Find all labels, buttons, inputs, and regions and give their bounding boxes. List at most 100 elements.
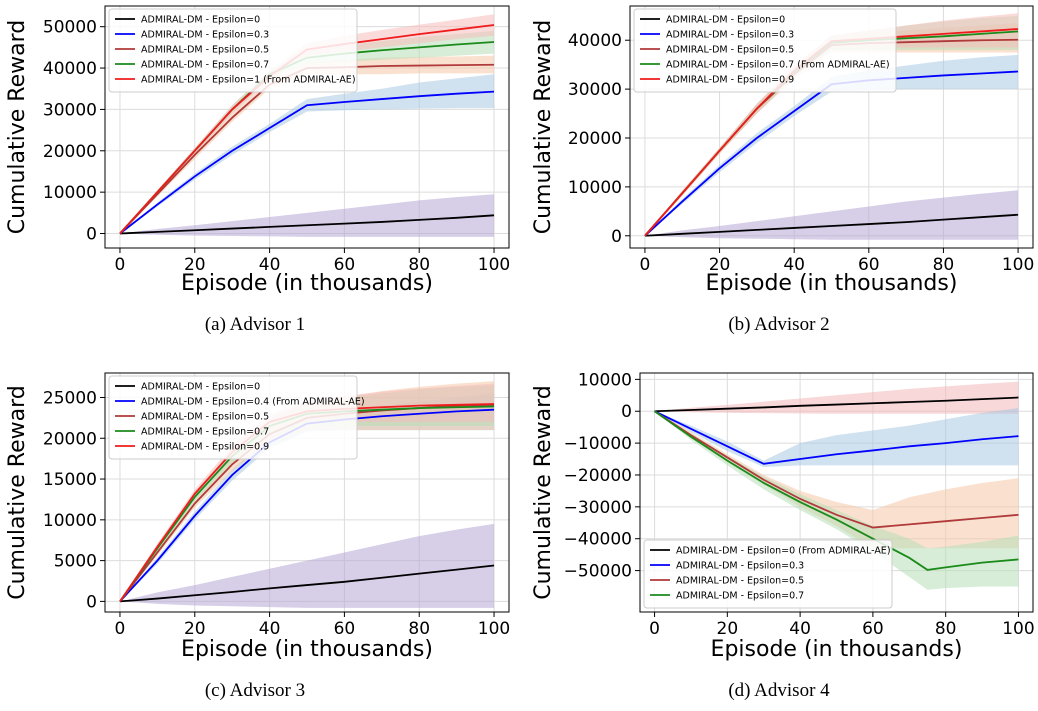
x-tick-label: 80	[933, 255, 955, 275]
chart-advisor-4: 0 20 40 60 80 100 10000 0 −10000 −20000 −30000 −400…	[531, 370, 1035, 662]
y-tick-label: 40000	[43, 59, 97, 79]
series-band	[119, 523, 495, 608]
y-tick-label: 10000	[43, 183, 97, 203]
chart-panel-d: 0 20 40 60 80 100 10000 0 −10000 −20000 −30000 −400…	[519, 364, 1038, 673]
legend-label: ADMIRAL-DM - Epsilon=0.4 (From ADMIRAL-A…	[141, 397, 365, 408]
y-tick-label: 40000	[568, 31, 622, 51]
series-band	[119, 194, 495, 237]
legend-box	[643, 539, 893, 609]
y-tick-label: −10000	[564, 434, 632, 454]
plot-frame	[104, 372, 510, 613]
y-tick-label: 0	[86, 592, 97, 612]
x-axis-label: Episode (in thousands)	[181, 271, 433, 296]
legend-box	[108, 8, 358, 93]
y-tick-label: 0	[621, 402, 632, 422]
y-tick-label: −30000	[564, 498, 632, 518]
legend-label: ADMIRAL-DM - Epsilon=0.3	[676, 561, 804, 572]
x-tick-label: 100	[478, 619, 510, 639]
series-line	[654, 410, 1019, 465]
series-band	[644, 13, 1019, 236]
y-tick-label: 30000	[568, 80, 622, 100]
x-tick-label: 20	[184, 619, 206, 639]
legend-label: ADMIRAL-DM - Epsilon=0.5	[666, 45, 794, 56]
legend-label: ADMIRAL-DM - Epsilon=0.5	[676, 576, 804, 587]
caption-b: (b) Advisor 2	[728, 314, 830, 335]
legend-label: ADMIRAL-DM - Epsilon=0 (From ADMIRAL-AE)	[676, 546, 891, 557]
y-tick-label: 20000	[43, 142, 97, 162]
y-tick-label: 5000	[54, 552, 97, 572]
legend-label: ADMIRAL-DM - Epsilon=0.7	[141, 427, 269, 438]
legend-label: ADMIRAL-DM - Epsilon=0	[141, 15, 260, 26]
plot-frame	[639, 372, 1034, 613]
caption-c: (c) Advisor 3	[204, 680, 306, 701]
y-axis-label: Cumulative Reward	[531, 20, 556, 235]
legend-label: ADMIRAL-DM - Epsilon=0.5	[141, 45, 269, 56]
series-line	[654, 410, 1019, 529]
series-band	[654, 411, 1019, 590]
chart-advisor-3: 0 20 40 60 80 100 0 5000 10000 15000 20000 25000 Epi…	[5, 372, 510, 662]
caption-a: (a) Advisor 1	[204, 314, 306, 335]
y-tick-label: −40000	[564, 530, 632, 550]
series-band	[644, 190, 1019, 240]
series-line	[119, 564, 495, 603]
y-axis-label: Cumulative Reward	[531, 385, 556, 600]
caption-d: (d) Advisor 4	[728, 680, 830, 701]
y-axis-label: Cumulative Reward	[5, 20, 30, 235]
x-tick-label: 60	[858, 255, 880, 275]
x-axis-label: Episode (in thousands)	[711, 637, 963, 662]
y-tick-label: −50000	[564, 562, 632, 582]
series-line	[119, 214, 495, 235]
series-band	[654, 408, 1019, 468]
legend-label: ADMIRAL-DM - Epsilon=0.3	[666, 30, 794, 41]
series-line	[654, 410, 1019, 571]
legend-label: ADMIRAL-DM - Epsilon=0.3	[141, 30, 269, 41]
chart-panel-b: 0 20 40 60 80 100 0 10000 20000 30000 40000 Episode…	[519, 0, 1038, 304]
legend-label: ADMIRAL-DM - Epsilon=0.9	[666, 75, 794, 86]
x-tick-label: 0	[649, 619, 660, 639]
legend-label: ADMIRAL-DM - Epsilon=0.7 (From ADMIRAL-A…	[666, 60, 890, 71]
y-tick-label: 0	[86, 225, 97, 245]
y-tick-label: 20000	[43, 429, 97, 449]
x-tick-label: 60	[334, 255, 356, 275]
y-tick-label: 15000	[43, 470, 97, 490]
series-band	[119, 14, 495, 234]
y-tick-label: 50000	[43, 18, 97, 38]
x-tick-label: 0	[115, 255, 126, 275]
x-tick-label: 100	[1002, 619, 1034, 639]
x-tick-label: 20	[184, 255, 206, 275]
plot-frame	[104, 5, 510, 249]
y-tick-label: 10000	[578, 370, 632, 390]
chart-panel-c: 0 20 40 60 80 100 0 5000 10000 15000 20000 25000 Epi…	[0, 364, 519, 673]
x-tick-label: 40	[789, 619, 811, 639]
series-band	[654, 381, 1019, 414]
y-tick-label: 20000	[568, 129, 622, 149]
legend-label: ADMIRAL-DM - Epsilon=0	[666, 15, 785, 26]
x-axis-label: Episode (in thousands)	[706, 271, 958, 296]
legend-box	[108, 375, 358, 460]
legend-label: ADMIRAL-DM - Epsilon=0.7	[141, 60, 269, 71]
x-tick-label: 80	[408, 255, 430, 275]
legend-label: ADMIRAL-DM - Epsilon=0.5	[141, 412, 269, 423]
x-tick-label: 40	[259, 255, 281, 275]
y-tick-label: 30000	[43, 100, 97, 120]
chart-advisor-2: 0 20 40 60 80 100 0 10000 20000 30000 40000 Episode…	[531, 5, 1034, 296]
x-axis-label: Episode (in thousands)	[181, 637, 433, 662]
y-tick-label: 10000	[568, 178, 622, 198]
x-tick-label: 60	[334, 619, 356, 639]
series-band	[654, 411, 1019, 549]
series-line	[644, 213, 1019, 237]
x-tick-label: 80	[935, 619, 957, 639]
y-tick-label: 0	[611, 227, 622, 247]
legend-box	[633, 8, 897, 93]
series-band	[119, 55, 495, 234]
x-tick-label: 100	[478, 255, 510, 275]
legend-label: ADMIRAL-DM - Epsilon=0.7	[676, 591, 804, 602]
chart-panel-a: 0 20 40 60 80 100 0 10000 20000 30000 40000 50000 Ep…	[0, 0, 519, 304]
x-tick-label: 40	[783, 255, 805, 275]
x-tick-label: 0	[640, 255, 651, 275]
x-tick-label: 40	[259, 619, 281, 639]
legend-label: ADMIRAL-DM - Epsilon=1 (From ADMIRAL-AE)	[141, 75, 356, 86]
y-tick-label: 25000	[43, 388, 97, 408]
x-tick-label: 20	[709, 255, 731, 275]
x-tick-label: 60	[862, 619, 884, 639]
